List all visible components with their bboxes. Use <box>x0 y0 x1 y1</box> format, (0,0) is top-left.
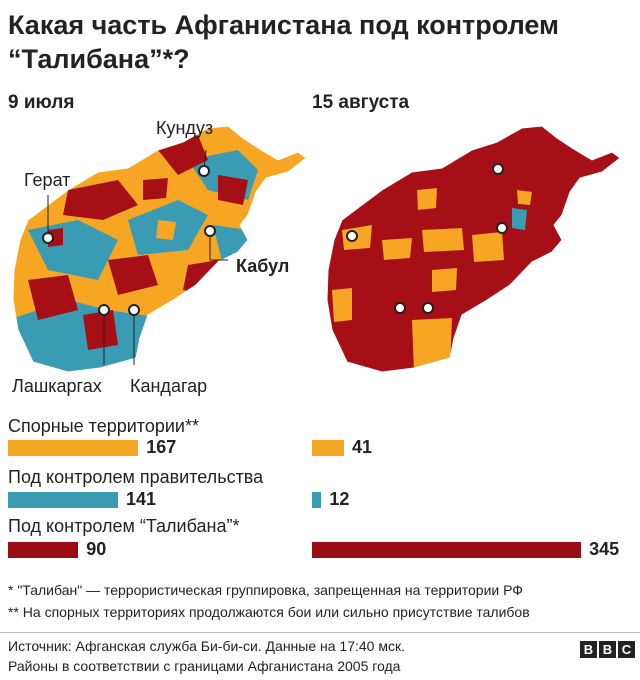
bar-july-2 <box>8 542 79 558</box>
bar-value-label: 41 <box>351 437 372 457</box>
category-label-taliban: Под контролем “Талибана”* <box>8 516 240 536</box>
city-lashkargah: Лашкаргах <box>12 376 102 396</box>
bbc-logo-letter: C <box>618 641 635 658</box>
bar-july-0 <box>8 440 139 456</box>
bar-value-label: 345 <box>589 539 620 559</box>
bbc-logo-letter: B <box>580 641 597 658</box>
city-kunduz: Кундуз <box>156 118 214 138</box>
bar-value-label: 141 <box>125 489 157 509</box>
city-kabul: Кабул <box>236 256 290 276</box>
city-herat: Герат <box>24 170 71 190</box>
kabul-dot <box>204 225 216 237</box>
bar-august-1 <box>312 492 322 508</box>
map-july <box>12 125 307 373</box>
herat-dot <box>42 232 54 244</box>
lashkargah-dot <box>98 304 110 316</box>
city-kandahar: Кандагар <box>130 376 208 396</box>
source-line-2: Районы в соответствии с границами Афгани… <box>8 658 401 674</box>
bar-value-label: 167 <box>146 437 177 457</box>
bar-value-label: 12 <box>329 489 350 509</box>
divider <box>0 632 640 633</box>
bar-july-1 <box>8 492 118 508</box>
map-august <box>326 125 621 373</box>
kandahar-dot <box>128 304 140 316</box>
bbc-logo-letter: B <box>599 641 616 658</box>
bar-value-label: 90 <box>86 539 107 559</box>
right-map-label: 15 августа <box>312 92 410 113</box>
chart-title: Какая часть Афганистана под контролем “Т… <box>8 10 560 74</box>
footnote-2: ** На спорных территориях продолжаются б… <box>8 604 530 620</box>
category-label-contested: Спорные территории** <box>8 416 199 436</box>
footnote-1: * "Талибан" — террористическая группиров… <box>8 582 523 598</box>
bar-august-0 <box>312 440 344 456</box>
category-label-government: Под контролем правительства <box>8 467 264 487</box>
kunduz-dot <box>198 165 210 177</box>
source-line-1: Источник: Афганская служба Би-би-си. Дан… <box>8 638 405 654</box>
bar-august-2 <box>312 542 582 558</box>
bbc-logo: B B C <box>580 641 635 658</box>
left-map-label: 9 июля <box>8 92 75 113</box>
